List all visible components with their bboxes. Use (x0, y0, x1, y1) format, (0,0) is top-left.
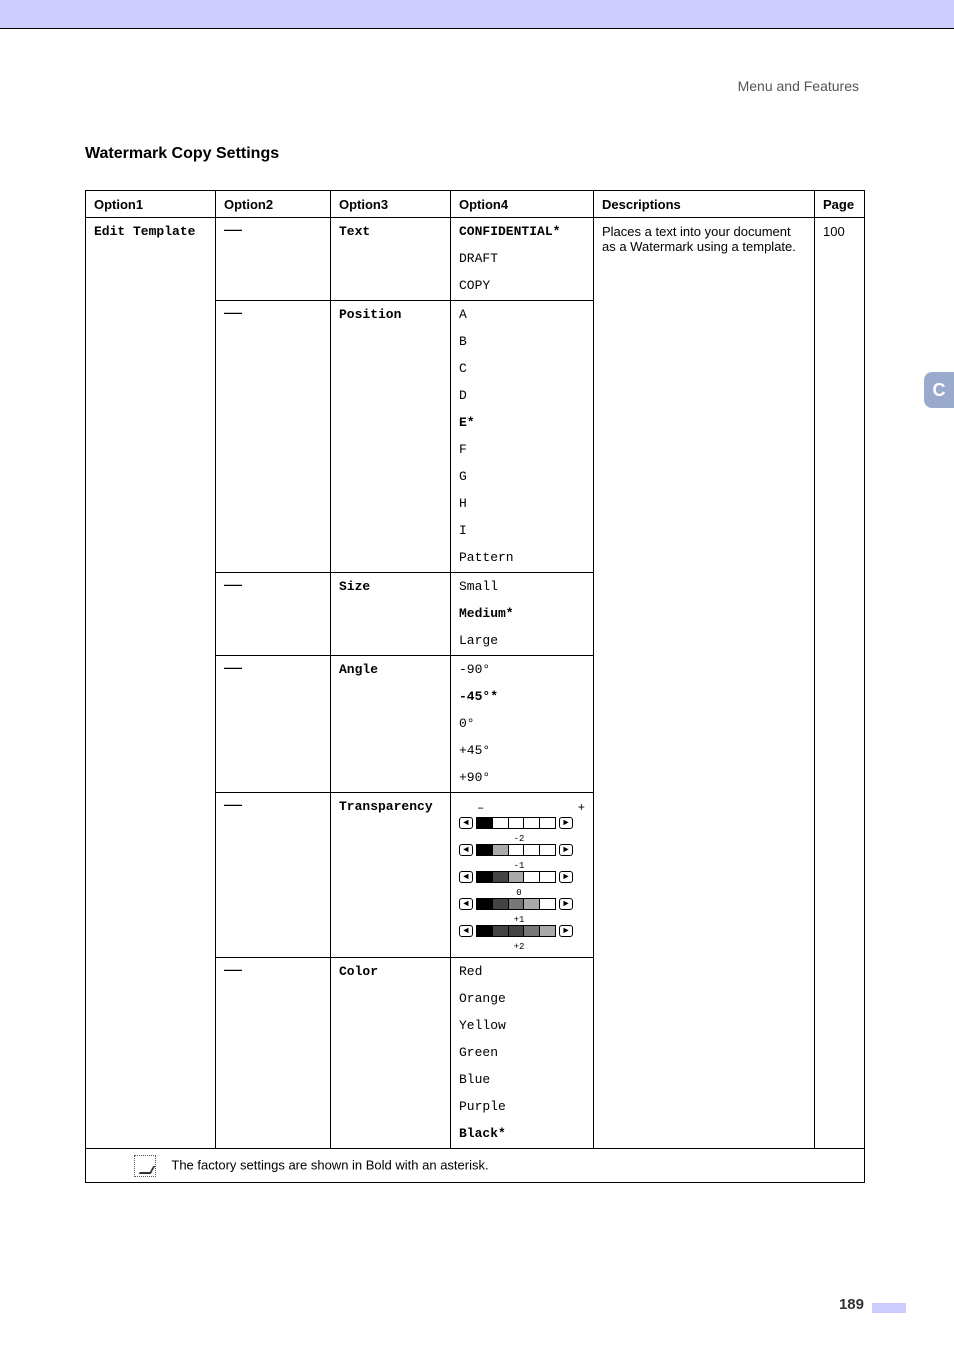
option-value: -45°* (459, 689, 585, 704)
cell-option3: Angle (331, 656, 451, 793)
cell-option4: CONFIDENTIAL* DRAFT COPY (451, 218, 594, 301)
cell-option3: Text (331, 218, 451, 301)
table-footnote-row: The factory settings are shown in Bold w… (86, 1149, 865, 1183)
cell-option2: — (216, 656, 331, 793)
col-page: Page (815, 191, 865, 218)
arrow-left-icon: ◄ (459, 844, 473, 856)
transparency-bar (476, 898, 556, 910)
option-value: +90° (459, 770, 585, 785)
arrow-right-icon: ► (559, 925, 573, 937)
cell-option2: — (216, 793, 331, 958)
option-value: G (459, 469, 585, 484)
breadcrumb: Menu and Features (738, 78, 859, 94)
cell-option1: Edit Template (86, 218, 216, 1149)
cell-option4: A B C D E* F G H I Pattern (451, 301, 594, 573)
page: Menu and Features Watermark Copy Setting… (0, 0, 954, 1351)
option-value: Small (459, 579, 585, 594)
option-value: Purple (459, 1099, 585, 1114)
scale-label: +1 (479, 916, 559, 925)
cell-option2: — (216, 218, 331, 301)
option-value: Red (459, 964, 585, 979)
option-value: D (459, 388, 585, 403)
cell-option4: – + ◄ ► -2 ◄ ► (451, 793, 594, 958)
option-value: DRAFT (459, 251, 585, 266)
transparency-level: ◄ ► (459, 871, 585, 883)
top-band (0, 0, 954, 28)
col-option2: Option2 (216, 191, 331, 218)
scale-plus: + (578, 801, 585, 815)
col-option3: Option3 (331, 191, 451, 218)
option-value: A (459, 307, 585, 322)
cell-option3: Size (331, 573, 451, 656)
section-title: Watermark Copy Settings (85, 145, 279, 163)
option-value: Medium* (459, 606, 585, 621)
cell-option2: — (216, 301, 331, 573)
option-value: Blue (459, 1072, 585, 1087)
scale-label: +2 (479, 943, 559, 952)
col-option4: Option4 (451, 191, 594, 218)
option-value: -90° (459, 662, 585, 677)
col-option1: Option1 (86, 191, 216, 218)
transparency-bar (476, 871, 556, 883)
cell-option2: — (216, 958, 331, 1149)
transparency-bar (476, 925, 556, 937)
option-value: Yellow (459, 1018, 585, 1033)
option-value: Pattern (459, 550, 585, 565)
option-value: 0° (459, 716, 585, 731)
settings-table: Option1 Option2 Option3 Option4 Descript… (85, 190, 865, 1183)
footnote-cell: The factory settings are shown in Bold w… (86, 1149, 865, 1183)
transparency-bar (476, 817, 556, 829)
option-value: Large (459, 633, 585, 648)
page-number: 189 (839, 1296, 864, 1313)
appendix-tab: C (924, 372, 954, 408)
arrow-left-icon: ◄ (459, 817, 473, 829)
option-value: F (459, 442, 585, 457)
arrow-left-icon: ◄ (459, 871, 473, 883)
option-value: Orange (459, 991, 585, 1006)
cell-page: 100 (815, 218, 865, 1149)
cell-option3: Color (331, 958, 451, 1149)
col-descriptions: Descriptions (594, 191, 815, 218)
option-value: COPY (459, 278, 585, 293)
note-icon (134, 1155, 156, 1177)
cell-option3: Transparency (331, 793, 451, 958)
scale-label: -1 (479, 862, 559, 871)
table-header-row: Option1 Option2 Option3 Option4 Descript… (86, 191, 865, 218)
scale-label: 0 (479, 889, 559, 898)
cell-option4: Small Medium* Large (451, 573, 594, 656)
arrow-left-icon: ◄ (459, 898, 473, 910)
arrow-right-icon: ► (559, 898, 573, 910)
scale-minus: – (477, 801, 484, 815)
transparency-scale: – + ◄ ► -2 ◄ ► (459, 801, 585, 952)
option-value: E* (459, 415, 585, 430)
table-row: Edit Template — Text CONFIDENTIAL* DRAFT… (86, 218, 865, 301)
cell-description: Places a text into your document as a Wa… (594, 218, 815, 1149)
footnote-text: The factory settings are shown in Bold w… (171, 1157, 488, 1172)
arrow-left-icon: ◄ (459, 925, 473, 937)
option-value: CONFIDENTIAL* (459, 224, 585, 239)
top-rule (0, 28, 954, 29)
cell-option4: -90° -45°* 0° +45° +90° (451, 656, 594, 793)
transparency-level: ◄ ► (459, 925, 585, 937)
option-value: B (459, 334, 585, 349)
transparency-level: ◄ ► (459, 817, 585, 829)
cell-option3: Position (331, 301, 451, 573)
arrow-right-icon: ► (559, 817, 573, 829)
arrow-right-icon: ► (559, 871, 573, 883)
option-value: H (459, 496, 585, 511)
option-value: Black* (459, 1126, 585, 1141)
transparency-level: ◄ ► (459, 898, 585, 910)
transparency-bar (476, 844, 556, 856)
option-value: I (459, 523, 585, 538)
scale-label: -2 (479, 835, 559, 844)
transparency-level: ◄ ► (459, 844, 585, 856)
option-value: +45° (459, 743, 585, 758)
option-value: Green (459, 1045, 585, 1060)
cell-option2: — (216, 573, 331, 656)
arrow-right-icon: ► (559, 844, 573, 856)
option-value: C (459, 361, 585, 376)
page-number-bar (872, 1303, 906, 1313)
cell-option4: Red Orange Yellow Green Blue Purple Blac… (451, 958, 594, 1149)
